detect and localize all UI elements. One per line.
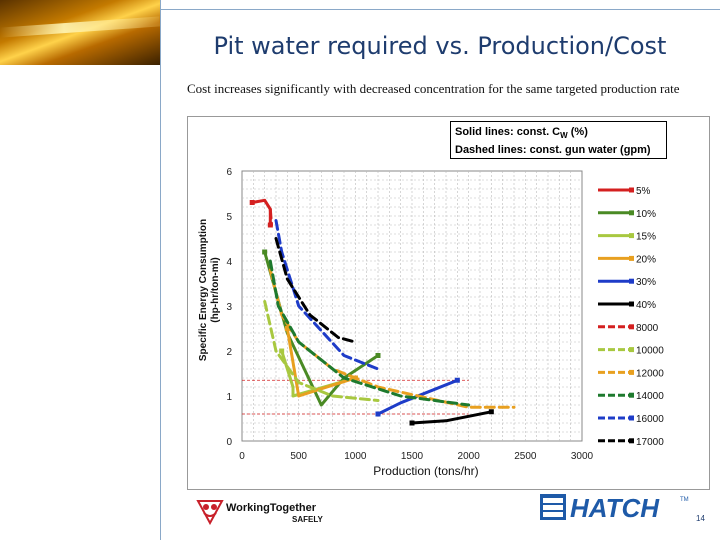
legend-marker-15% bbox=[629, 233, 634, 239]
safely-text: SAFELY bbox=[292, 515, 323, 524]
y-tick-label: 6 bbox=[226, 167, 232, 178]
legend-marker-8000 bbox=[629, 324, 634, 330]
hatch-text: HATCH bbox=[570, 493, 660, 522]
y-axis-label-line2: (hp-hr/ton-mi) bbox=[210, 257, 221, 323]
slide-subtitle: Cost increases significantly with decrea… bbox=[187, 81, 680, 96]
working-together-icon bbox=[196, 500, 224, 525]
series-marker-40% bbox=[488, 409, 494, 415]
legend-label-8000: 8000 bbox=[636, 323, 659, 334]
x-tick-label: 2000 bbox=[458, 451, 481, 462]
hatch-tm: TM bbox=[680, 497, 689, 503]
legend-label-10%: 10% bbox=[636, 209, 656, 220]
legend-marker-17000 bbox=[629, 438, 634, 444]
legend-label-12000: 12000 bbox=[636, 368, 664, 379]
legend-label-40%: 40% bbox=[636, 300, 656, 311]
series-marker-10% bbox=[375, 353, 381, 358]
series-marker-30% bbox=[454, 377, 460, 383]
note-line2: Dashed lines: const. gun water (gpm) bbox=[455, 144, 651, 157]
legend-label-14000: 14000 bbox=[636, 391, 664, 402]
hatch-emblem-icon bbox=[540, 494, 566, 520]
working-together-text: WorkingTogether bbox=[226, 502, 317, 514]
x-axis-label: Production (tons/hr) bbox=[373, 464, 478, 478]
y-tick-label: 2 bbox=[226, 347, 232, 358]
series-line-8000 bbox=[268, 207, 273, 227]
x-tick-label: 1500 bbox=[401, 451, 424, 462]
series-marker-40% bbox=[409, 420, 415, 426]
vertical-rule bbox=[160, 0, 161, 540]
series-marker-10% bbox=[262, 249, 268, 255]
x-tick-label: 2500 bbox=[514, 451, 537, 462]
legend-label-17000: 17000 bbox=[636, 437, 664, 448]
legend-marker-20% bbox=[629, 255, 634, 261]
working-together-logo: WorkingTogether SAFELY bbox=[196, 500, 323, 525]
x-tick-label: 500 bbox=[290, 451, 307, 462]
series-line-14000 bbox=[268, 259, 471, 407]
series-line-17000 bbox=[274, 237, 357, 344]
legend-label-30%: 30% bbox=[636, 277, 656, 288]
legend-marker-10% bbox=[629, 210, 634, 216]
note-line1-sub: W bbox=[560, 131, 568, 141]
chart-note-box: Solid lines: const. CW (%) Dashed lines:… bbox=[450, 121, 667, 159]
gridlines bbox=[242, 171, 582, 441]
note-line1-suffix: (%) bbox=[567, 126, 588, 138]
series-line-30% bbox=[376, 378, 459, 416]
legend-marker-10000 bbox=[629, 347, 634, 353]
legend-label-20%: 20% bbox=[636, 254, 656, 265]
series-marker-20% bbox=[284, 326, 290, 331]
series-marker-15% bbox=[279, 348, 285, 354]
hatch-logo: HATCH TM bbox=[540, 493, 689, 522]
series-line-40% bbox=[410, 410, 493, 425]
x-tick-label: 0 bbox=[239, 451, 245, 462]
x-tick-label: 1000 bbox=[344, 451, 367, 462]
horizontal-rule bbox=[160, 9, 720, 10]
series-marker-30% bbox=[375, 411, 381, 417]
series-line-10000 bbox=[263, 300, 380, 402]
series-line-16000 bbox=[274, 219, 380, 371]
y-tick-label: 4 bbox=[226, 257, 232, 268]
legend-marker-30% bbox=[629, 278, 634, 284]
legend-label-10000: 10000 bbox=[636, 346, 664, 357]
series-line-20% bbox=[285, 327, 357, 398]
note-line1-prefix: Solid lines: const. C bbox=[455, 126, 561, 138]
legend-marker-16000 bbox=[629, 415, 634, 421]
y-tick-label: 5 bbox=[226, 212, 232, 223]
legend-label-5%: 5% bbox=[636, 186, 651, 197]
y-tick-label: 0 bbox=[226, 437, 232, 448]
legend-marker-12000 bbox=[629, 369, 634, 375]
x-tick-label: 3000 bbox=[571, 451, 594, 462]
legend-marker-40% bbox=[629, 301, 634, 307]
legend-marker-14000 bbox=[629, 392, 634, 398]
header-banner-image bbox=[0, 0, 160, 65]
page-number: 14 bbox=[696, 514, 705, 523]
y-tick-label: 3 bbox=[226, 302, 232, 313]
series-marker-5% bbox=[249, 200, 255, 205]
y-axis-label-line1: Specific Energy Consumption bbox=[198, 219, 209, 361]
slide-title: Pit water required vs. Production/Cost bbox=[213, 32, 667, 60]
legend-label-15%: 15% bbox=[636, 232, 656, 243]
legend-marker-5% bbox=[629, 187, 634, 193]
y-tick-label: 1 bbox=[226, 392, 232, 403]
legend-label-16000: 16000 bbox=[636, 414, 664, 425]
